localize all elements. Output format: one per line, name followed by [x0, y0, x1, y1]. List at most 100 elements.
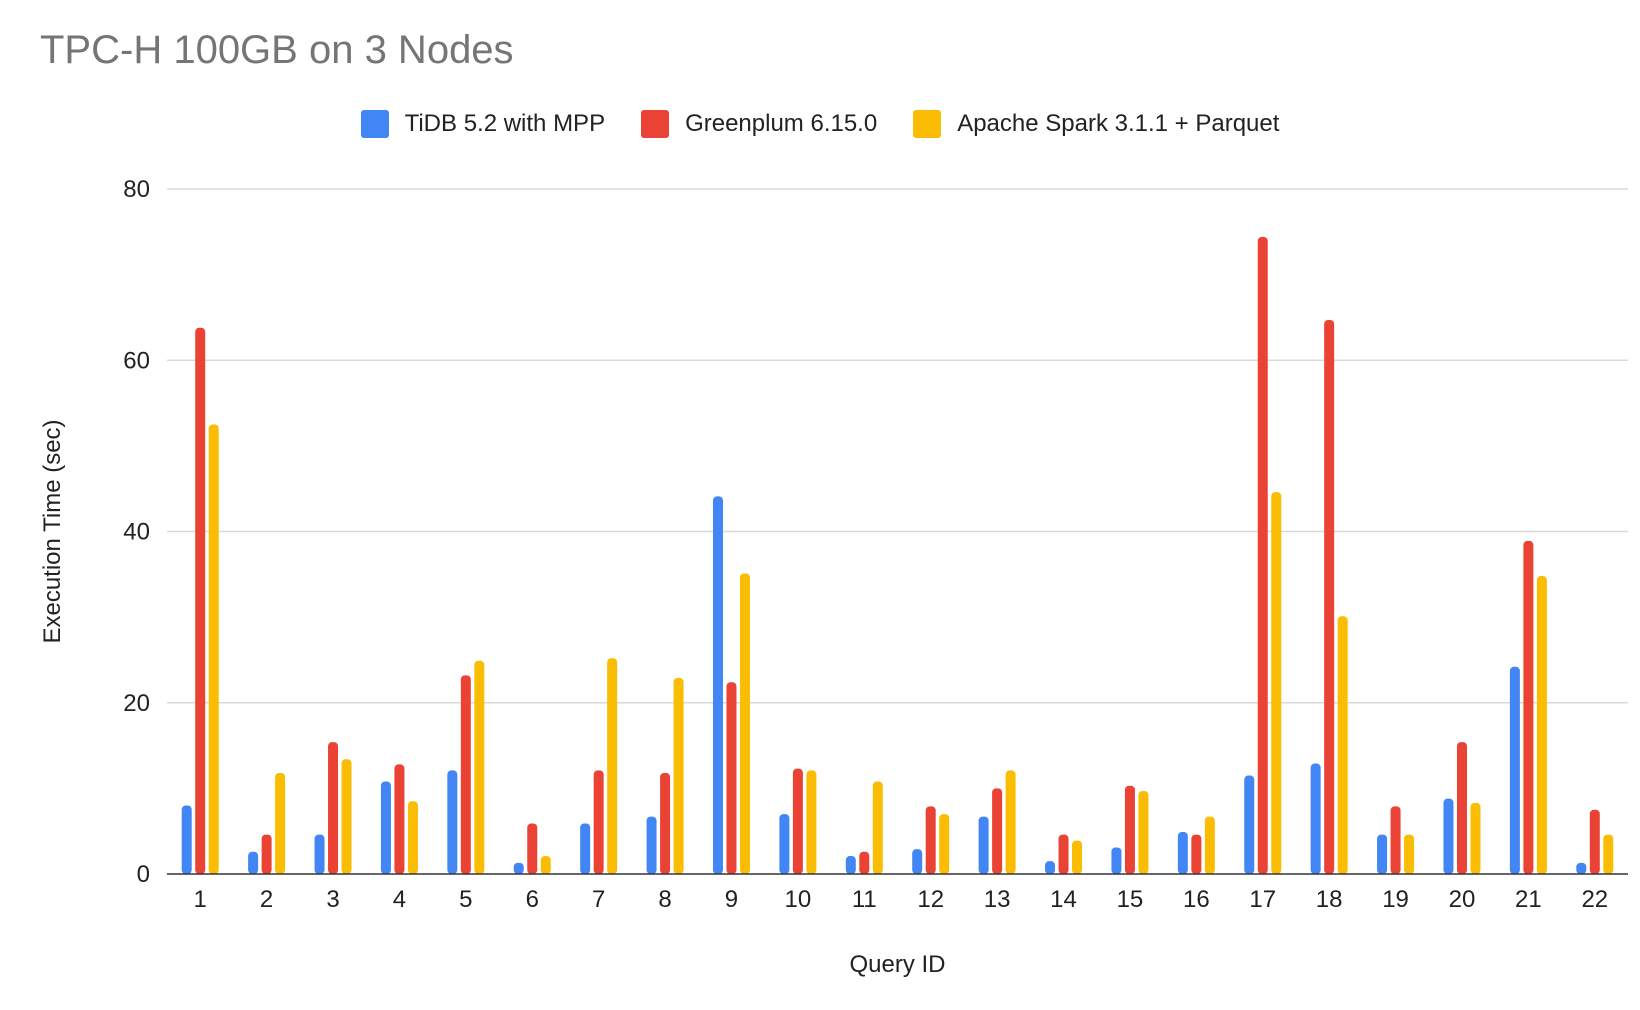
bar-greenplum-q12	[925, 806, 936, 874]
bar-greenplum-q19	[1390, 806, 1401, 874]
x-tick-label: 8	[658, 886, 671, 913]
bar-greenplum-q15	[1124, 785, 1135, 874]
bar-spark-q17	[1271, 492, 1282, 874]
y-tick-label: 40	[123, 519, 150, 546]
bar-spark-q18	[1337, 616, 1348, 874]
bar-tidb-q10	[779, 814, 790, 874]
bar-greenplum-q6	[527, 823, 538, 874]
x-tick-label: 17	[1249, 886, 1276, 913]
bar-spark-q10	[806, 770, 817, 874]
bar-tidb-q22	[1576, 862, 1587, 874]
x-axis-ticks: 1 2 3 4 5 6 7 8 9 10 11 12 13 14 15 16 17 18 19 20 21 22	[194, 886, 1609, 913]
bar-tidb-q3	[314, 834, 325, 874]
bar-spark-q9	[739, 573, 750, 874]
y-tick-label: 20	[123, 690, 150, 717]
bar-tidb-q4	[380, 781, 391, 874]
bar-spark-q4	[407, 801, 418, 874]
bar-tidb-q8	[646, 816, 657, 874]
legend-item-greenplum[interactable]: Greenplum 6.15.0	[641, 110, 877, 138]
bar-spark-q20	[1470, 802, 1481, 874]
bar-spark-q13	[1005, 770, 1016, 874]
bar-tidb-q9	[712, 496, 723, 874]
legend-label-spark: Apache Spark 3.1.1 + Parquet	[957, 110, 1280, 137]
x-tick-label: 19	[1382, 886, 1409, 913]
bar-tidb-q21	[1509, 666, 1520, 874]
x-tick-label: 1	[194, 886, 207, 913]
bar-tidb-q2	[248, 851, 259, 874]
bar-tidb-q15	[1111, 847, 1122, 874]
x-tick-label: 22	[1581, 886, 1608, 913]
bar-greenplum-q13	[992, 788, 1003, 874]
bar-greenplum-q14	[1058, 834, 1069, 874]
bar-spark-q3	[341, 759, 352, 874]
x-tick-label: 20	[1449, 886, 1476, 913]
x-tick-label: 9	[725, 886, 738, 913]
bar-greenplum-q2	[261, 834, 272, 874]
bar-greenplum-q22	[1589, 809, 1600, 874]
bar-tidb-q1	[181, 805, 192, 874]
legend-item-tidb[interactable]: TiDB 5.2 with MPP	[360, 110, 605, 138]
gridlines	[167, 188, 1628, 704]
x-tick-label: 21	[1515, 886, 1542, 913]
bar-greenplum-q8	[660, 772, 671, 874]
bar-greenplum-q20	[1456, 742, 1467, 874]
bar-tidb-q5	[447, 770, 458, 874]
x-tick-label: 10	[785, 886, 812, 913]
x-tick-label: 16	[1183, 886, 1210, 913]
bar-greenplum-q16	[1191, 834, 1202, 874]
bar-spark-q12	[939, 814, 950, 874]
x-tick-label: 7	[592, 886, 605, 913]
x-axis-label: Query ID	[849, 951, 945, 978]
bar-spark-q5	[474, 660, 485, 874]
y-axis-ticks: 0 20 40 60 80	[123, 176, 150, 888]
bar-greenplum-q11	[859, 851, 870, 874]
bar-tidb-q20	[1443, 798, 1454, 874]
legend: TiDB 5.2 with MPP Greenplum 6.15.0 Apach…	[0, 110, 1640, 138]
x-tick-label: 3	[326, 886, 339, 913]
legend-swatch-greenplum	[641, 110, 670, 138]
x-tick-label: 6	[526, 886, 539, 913]
bar-spark-q14	[1072, 840, 1083, 874]
x-tick-label: 13	[984, 886, 1011, 913]
y-tick-label: 60	[123, 347, 150, 374]
chart-title: TPC-H 100GB on 3 Nodes	[40, 28, 514, 72]
x-tick-label: 5	[459, 886, 472, 913]
x-tick-label: 15	[1117, 886, 1144, 913]
y-tick-label: 80	[123, 176, 150, 203]
bars	[181, 236, 1614, 875]
bar-spark-q8	[673, 677, 684, 874]
legend-swatch-spark	[913, 110, 942, 138]
bar-spark-q21	[1536, 576, 1547, 874]
bar-greenplum-q3	[328, 742, 339, 874]
bar-tidb-q16	[1177, 832, 1188, 874]
x-tick-label: 2	[260, 886, 273, 913]
bar-tidb-q19	[1377, 834, 1388, 874]
bar-tidb-q18	[1310, 763, 1321, 874]
y-tick-label: 0	[137, 861, 150, 888]
bar-spark-q6	[540, 856, 551, 874]
legend-swatch-tidb	[360, 110, 389, 138]
bar-spark-q7	[607, 658, 618, 874]
bar-spark-q16	[1204, 816, 1215, 874]
bar-spark-q11	[872, 781, 883, 874]
x-tick-label: 4	[393, 886, 406, 913]
bar-greenplum-q18	[1324, 320, 1335, 875]
legend-label-greenplum: Greenplum 6.15.0	[685, 110, 878, 137]
bar-greenplum-q17	[1257, 236, 1268, 874]
bar-tidb-q14	[1045, 861, 1056, 874]
bar-tidb-q12	[912, 849, 923, 874]
bar-greenplum-q21	[1523, 540, 1534, 874]
x-tick-label: 18	[1316, 886, 1343, 913]
legend-item-spark[interactable]: Apache Spark 3.1.1 + Parquet	[913, 110, 1279, 138]
bar-tidb-q6	[513, 862, 524, 874]
bar-greenplum-q5	[460, 675, 471, 874]
bar-greenplum-q4	[394, 764, 405, 874]
bar-greenplum-q1	[195, 327, 206, 874]
bar-tidb-q11	[845, 856, 856, 874]
bar-greenplum-q9	[726, 682, 737, 874]
bar-greenplum-q10	[792, 768, 803, 874]
bar-spark-q19	[1404, 834, 1415, 874]
x-tick-label: 14	[1050, 886, 1077, 913]
bar-tidb-q13	[978, 816, 989, 874]
